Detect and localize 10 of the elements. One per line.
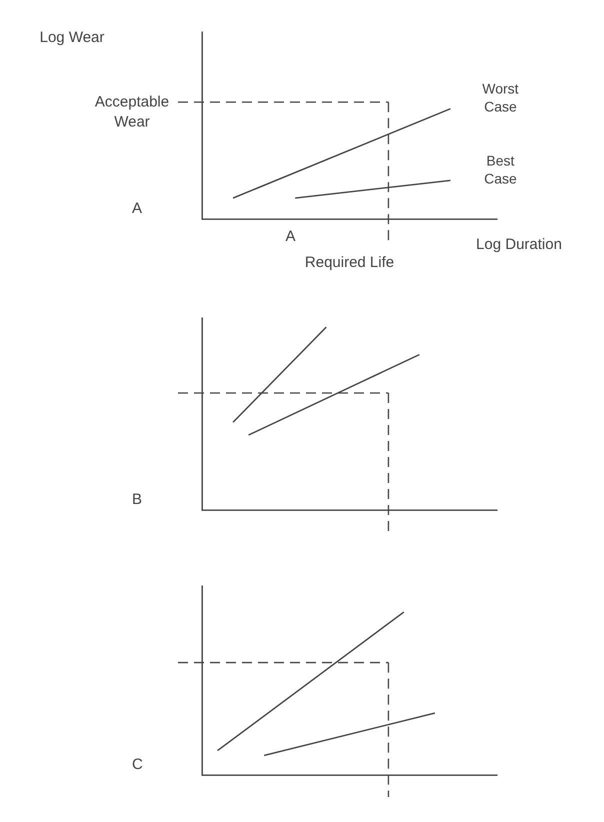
text: B bbox=[132, 491, 142, 508]
text: A bbox=[285, 228, 296, 246]
text: C bbox=[132, 756, 143, 774]
ref-line-label: Acceptable Wear bbox=[94, 93, 170, 130]
y-axis-title: Log Wear bbox=[40, 29, 104, 46]
text: Best Case bbox=[484, 152, 517, 186]
text: Required Life bbox=[304, 254, 394, 272]
text: A bbox=[132, 200, 142, 218]
x-axis-title: Log Duration bbox=[476, 236, 562, 254]
text: Worst Case bbox=[482, 80, 519, 115]
